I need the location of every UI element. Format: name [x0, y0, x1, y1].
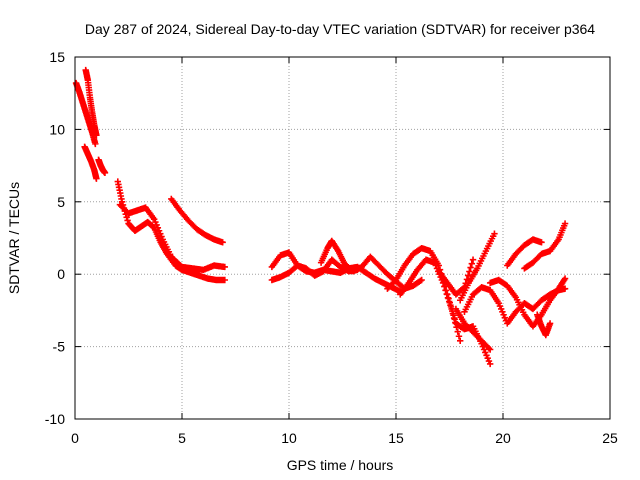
chart-title: Day 287 of 2024, Sidereal Day-to-day VTE… — [85, 21, 595, 37]
series-arc-2 — [82, 66, 100, 139]
x-tick-label: 0 — [71, 430, 79, 446]
x-tick-label: 15 — [388, 430, 404, 446]
y-tick-label: -5 — [53, 339, 66, 355]
x-tick-labels: 0 5 10 15 20 25 — [71, 430, 618, 446]
data-point-markers — [95, 156, 109, 177]
x-tick-label: 25 — [602, 430, 618, 446]
data-point-markers — [534, 311, 554, 339]
series-arc-20 — [534, 311, 554, 339]
series-arc-13 — [452, 305, 494, 353]
x-tick-label: 10 — [281, 430, 297, 446]
data-point-markers — [116, 201, 228, 274]
data-point-markers — [504, 236, 545, 269]
y-tick-labels: -10 -5 0 5 10 15 — [45, 49, 65, 427]
data-point-markers — [81, 143, 100, 182]
data-point-markers — [457, 230, 498, 304]
series-arc-3 — [81, 143, 100, 182]
series-arc-7 — [168, 195, 226, 246]
y-axis-title: SDTVAR / TECUs — [6, 182, 22, 294]
data-point-markers — [317, 237, 425, 292]
series-arc-10 — [317, 237, 425, 292]
series-arc-1 — [72, 79, 99, 148]
y-tick-label: 10 — [49, 121, 65, 137]
data-point-markers — [486, 275, 569, 330]
series-arc-17 — [486, 275, 569, 330]
data-points — [72, 66, 569, 368]
y-tick-label: 15 — [49, 49, 65, 65]
y-tick-label: 5 — [57, 194, 65, 210]
data-point-markers — [521, 220, 569, 272]
data-point-markers — [72, 79, 99, 148]
series-arc-4 — [95, 156, 109, 177]
series-arc-18 — [504, 236, 545, 269]
axis-ticks — [74, 56, 611, 420]
series-arc-19 — [521, 220, 569, 272]
data-point-markers — [452, 305, 494, 353]
x-tick-label: 20 — [495, 430, 511, 446]
x-axis-title: GPS time / hours — [287, 457, 394, 473]
data-point-markers — [168, 195, 226, 246]
y-tick-label: -10 — [45, 411, 65, 427]
plot-frame — [74, 56, 611, 420]
series-arc-6 — [116, 201, 228, 274]
data-point-markers — [82, 66, 100, 139]
series-arc-15 — [457, 230, 498, 304]
y-tick-label: 0 — [57, 266, 65, 282]
x-tick-label: 5 — [178, 430, 186, 446]
